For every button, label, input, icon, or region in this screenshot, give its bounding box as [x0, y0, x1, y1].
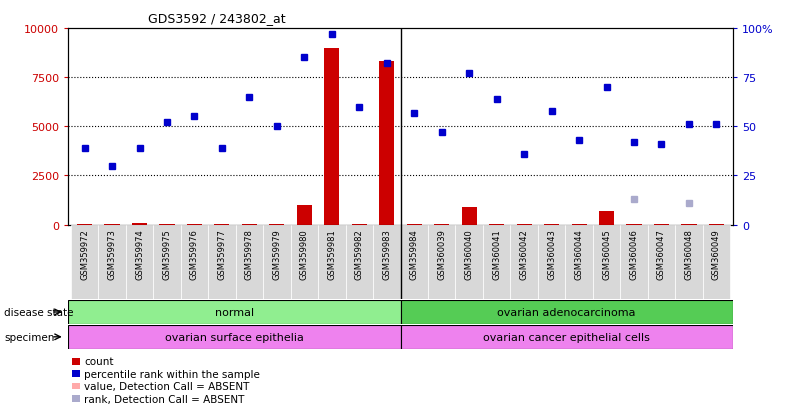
Text: GSM359983: GSM359983: [382, 229, 391, 280]
Bar: [709, 224, 724, 225]
Text: ovarian cancer epithelial cells: ovarian cancer epithelial cells: [483, 332, 650, 342]
Text: GSM359982: GSM359982: [355, 229, 364, 280]
Bar: [77, 224, 92, 225]
Text: ovarian surface epithelia: ovarian surface epithelia: [165, 332, 304, 342]
Bar: [434, 224, 449, 225]
Bar: [345, 225, 373, 299]
Text: GSM360039: GSM360039: [437, 229, 446, 280]
Text: GSM359984: GSM359984: [410, 229, 419, 280]
Text: percentile rank within the sample: percentile rank within the sample: [84, 369, 260, 379]
Text: GSM359976: GSM359976: [190, 229, 199, 280]
Bar: [566, 225, 593, 299]
Text: GSM359979: GSM359979: [272, 229, 281, 280]
Bar: [537, 225, 566, 299]
Bar: [428, 225, 456, 299]
Bar: [407, 224, 422, 225]
Bar: [235, 225, 264, 299]
Bar: [593, 225, 620, 299]
Text: GSM359972: GSM359972: [80, 229, 89, 280]
Text: value, Detection Call = ABSENT: value, Detection Call = ABSENT: [84, 381, 249, 391]
Text: GSM360049: GSM360049: [712, 229, 721, 280]
Bar: [187, 224, 202, 225]
Bar: [599, 211, 614, 225]
Text: GSM359973: GSM359973: [107, 229, 116, 280]
Text: GSM359974: GSM359974: [135, 229, 144, 280]
Bar: [400, 225, 428, 299]
Text: GSM360042: GSM360042: [520, 229, 529, 280]
Text: count: count: [84, 356, 114, 366]
Bar: [68, 325, 400, 349]
Bar: [72, 383, 79, 389]
Text: GSM360045: GSM360045: [602, 229, 611, 280]
Text: GSM360046: GSM360046: [630, 229, 638, 280]
Text: GSM360044: GSM360044: [574, 229, 584, 280]
Bar: [291, 225, 318, 299]
Text: normal: normal: [215, 307, 254, 317]
Bar: [483, 225, 510, 299]
Bar: [72, 358, 79, 365]
Text: GSM359975: GSM359975: [163, 229, 171, 280]
Bar: [675, 225, 702, 299]
Bar: [153, 225, 181, 299]
Text: GSM360048: GSM360048: [685, 229, 694, 280]
Bar: [682, 224, 697, 225]
Bar: [264, 225, 291, 299]
Bar: [544, 224, 559, 225]
Bar: [626, 224, 642, 225]
Text: GDS3592 / 243802_at: GDS3592 / 243802_at: [148, 12, 286, 25]
Bar: [654, 224, 669, 225]
Bar: [318, 225, 345, 299]
Text: GSM359977: GSM359977: [217, 229, 227, 280]
Text: disease state: disease state: [4, 307, 74, 317]
Text: ovarian adenocarcinoma: ovarian adenocarcinoma: [497, 307, 636, 317]
Bar: [648, 225, 675, 299]
Text: GSM360047: GSM360047: [657, 229, 666, 280]
Bar: [68, 300, 400, 324]
Bar: [132, 224, 147, 225]
Bar: [400, 325, 733, 349]
Text: GSM360043: GSM360043: [547, 229, 556, 280]
Bar: [208, 225, 235, 299]
Bar: [242, 224, 257, 225]
Bar: [215, 224, 229, 225]
Bar: [373, 225, 400, 299]
Bar: [379, 62, 394, 225]
Text: rank, Detection Call = ABSENT: rank, Detection Call = ABSENT: [84, 394, 244, 404]
Bar: [620, 225, 648, 299]
Bar: [489, 224, 504, 225]
Text: GSM359978: GSM359978: [245, 229, 254, 280]
Bar: [324, 48, 340, 225]
Bar: [126, 225, 153, 299]
Bar: [269, 224, 284, 225]
Bar: [70, 225, 99, 299]
Bar: [159, 224, 175, 225]
Bar: [572, 224, 586, 225]
Text: GSM360040: GSM360040: [465, 229, 473, 280]
Bar: [456, 225, 483, 299]
Bar: [702, 225, 731, 299]
Bar: [517, 224, 532, 225]
Bar: [104, 224, 119, 225]
Bar: [461, 207, 477, 225]
Bar: [72, 370, 79, 377]
Bar: [181, 225, 208, 299]
Text: GSM359980: GSM359980: [300, 229, 309, 280]
Text: GSM360041: GSM360041: [492, 229, 501, 280]
Bar: [510, 225, 537, 299]
Bar: [297, 205, 312, 225]
Bar: [400, 300, 733, 324]
Text: GSM359981: GSM359981: [328, 229, 336, 280]
Bar: [352, 224, 367, 225]
Text: specimen: specimen: [4, 332, 54, 342]
Bar: [72, 395, 79, 402]
Bar: [99, 225, 126, 299]
